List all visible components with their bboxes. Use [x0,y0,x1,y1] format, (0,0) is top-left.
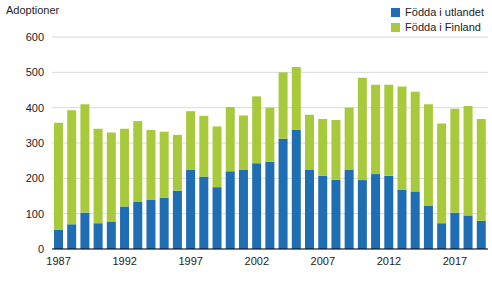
html-text:Födda i Finland: Födda i Finland [405,21,481,33]
svg-text:300: 300 [26,137,44,149]
svg-text:2017: 2017 [443,255,467,267]
svg-text:2002: 2002 [245,255,269,267]
svg-text:1987: 1987 [46,255,70,267]
svg-text:1992: 1992 [112,255,136,267]
svg-text:100: 100 [26,208,44,220]
html-text:Adoptioner: Adoptioner [6,4,60,16]
html-text:Födda i utlandet: Födda i utlandet [405,6,484,18]
svg-text:600: 600 [26,31,44,43]
svg-text:1997: 1997 [178,255,202,267]
svg-text:2007: 2007 [311,255,335,267]
svg-text:200: 200 [26,172,44,184]
svg-text:0: 0 [38,243,44,255]
svg-text:2012: 2012 [377,255,401,267]
svg-text:400: 400 [26,102,44,114]
svg-text:500: 500 [26,66,44,78]
